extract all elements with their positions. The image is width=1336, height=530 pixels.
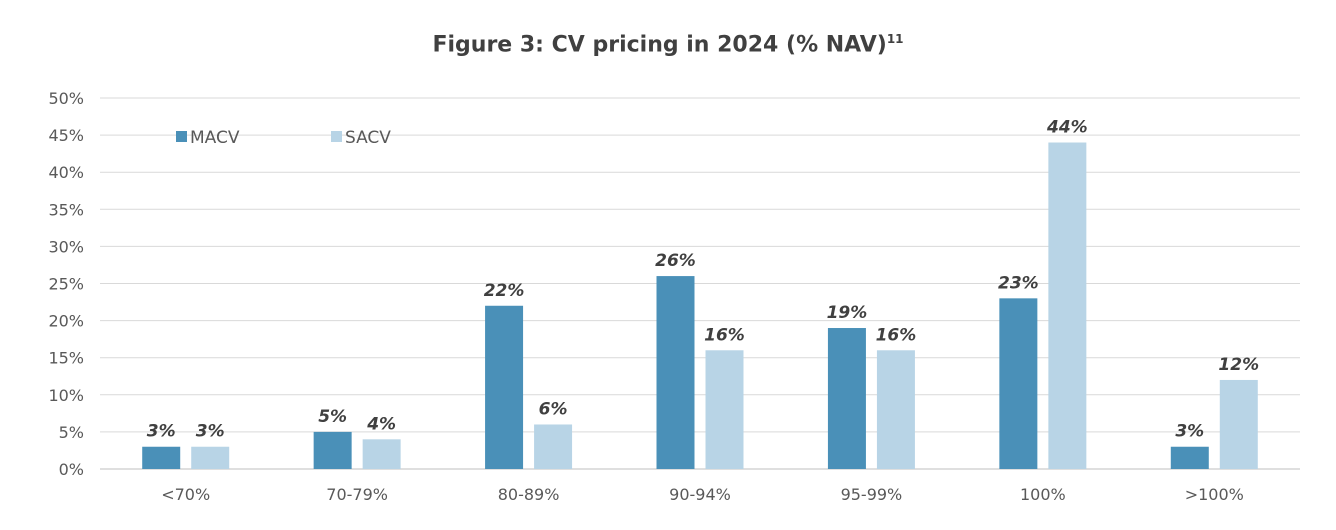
bar-sacv: [1219, 379, 1258, 469]
x-tick-label: 100%: [1020, 485, 1066, 504]
x-tick-label: 80-89%: [498, 485, 560, 504]
legend-swatch-sacv: [331, 131, 342, 142]
data-label: 3%: [147, 422, 176, 442]
y-tick-label: 45%: [48, 126, 84, 145]
bar-macv: [656, 276, 695, 469]
bar-macv: [313, 431, 352, 469]
chart-title-text: Figure 3: CV pricing in 2024 (% NAV): [432, 32, 887, 58]
legend-label-sacv: SACV: [345, 128, 391, 148]
data-label: 5%: [318, 407, 347, 427]
bars: [142, 142, 1258, 469]
data-label: 4%: [366, 414, 396, 434]
legend-swatch-macv: [176, 131, 187, 142]
y-tick-label: 5%: [59, 423, 84, 442]
bar-sacv: [876, 350, 915, 469]
data-label: 16%: [876, 325, 917, 345]
data-label: 19%: [827, 303, 868, 323]
y-tick-label: 25%: [48, 275, 84, 294]
chart-title-footnote: 11: [886, 32, 904, 46]
data-label: 22%: [484, 281, 525, 301]
data-label: 12%: [1218, 355, 1259, 375]
x-tick-label: 90-94%: [669, 485, 731, 504]
bar-sacv: [534, 424, 573, 469]
data-label: 3%: [196, 422, 225, 442]
y-tick-label: 10%: [48, 386, 84, 405]
bar-sacv: [1048, 142, 1087, 469]
bar-macv: [485, 305, 524, 469]
legend: MACV SACV: [176, 128, 391, 148]
bar-macv: [142, 446, 181, 469]
legend-label-macv: MACV: [190, 128, 240, 148]
data-label: 6%: [539, 399, 568, 419]
chart-title: Figure 3: CV pricing in 2024 (% NAV)11: [0, 32, 1336, 57]
bar-macv: [999, 298, 1038, 469]
y-tick-label: 20%: [48, 312, 84, 331]
bar-macv: [1170, 446, 1209, 469]
x-tick-label: <70%: [161, 485, 210, 504]
bar-macv: [827, 328, 866, 469]
y-tick-label: 35%: [48, 200, 84, 219]
data-label: 3%: [1175, 422, 1204, 442]
y-tick-label: 30%: [48, 237, 84, 256]
y-tick-label: 50%: [48, 89, 84, 108]
y-tick-label: 15%: [48, 349, 84, 368]
y-tick-label: 40%: [48, 163, 84, 182]
bar-sacv: [705, 350, 744, 469]
gridlines: [100, 97, 1300, 470]
data-label: 23%: [998, 273, 1039, 293]
data-label: 44%: [1046, 118, 1088, 138]
x-axis: <70% 70-79% 80-89% 90-94% 95-99% 100% >100%: [161, 485, 1244, 504]
bar-sacv: [191, 446, 230, 469]
data-labels: 3% 3% 5% 4% 22% 6% 26% 16% 19% 16% 23% 44% 3% 12%: [147, 118, 1259, 442]
x-tick-label: 70-79%: [326, 485, 388, 504]
y-axis: 0% 5% 10% 15% 20% 25% 30% 35% 40% 45% 50%: [48, 89, 84, 479]
x-tick-label: >100%: [1185, 485, 1244, 504]
data-label: 16%: [704, 325, 745, 345]
y-tick-label: 0%: [59, 460, 84, 479]
data-label: 26%: [655, 251, 696, 271]
bar-sacv: [362, 439, 401, 469]
x-tick-label: 95-99%: [841, 485, 903, 504]
